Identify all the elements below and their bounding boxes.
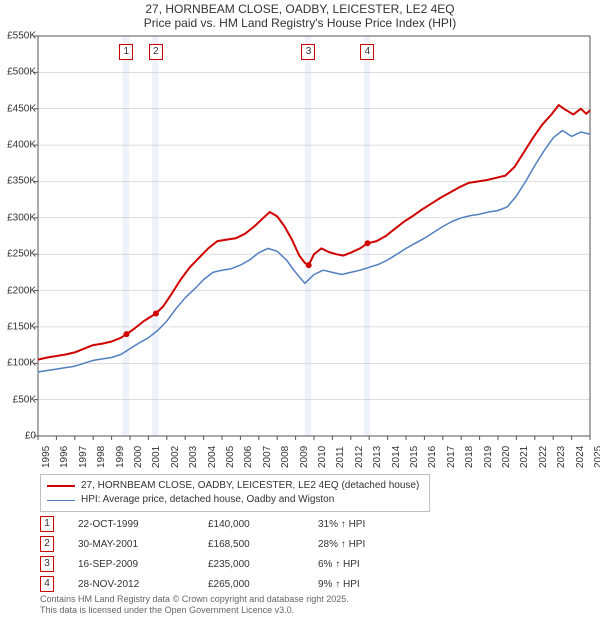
x-tick-label: 2010 — [317, 446, 328, 468]
sales-delta-2: 28% ↑ HPI — [318, 539, 438, 550]
y-tick-label: £500K — [0, 67, 36, 78]
footer-line1: Contains HM Land Registry data © Crown c… — [40, 594, 349, 605]
y-tick-label: £0 — [0, 431, 36, 442]
x-tick-label: 2020 — [501, 446, 512, 468]
legend-label-hpi: HPI: Average price, detached house, Oadb… — [81, 493, 334, 507]
sales-marker-2: 2 — [40, 536, 54, 552]
x-tick-label: 2011 — [335, 446, 346, 468]
x-tick-label: 2018 — [464, 446, 475, 468]
sale-marker-4: 4 — [360, 44, 374, 60]
x-tick-label: 1995 — [41, 446, 52, 468]
chart-title-line2: Price paid vs. HM Land Registry's House … — [0, 16, 600, 30]
x-tick-label: 2007 — [262, 446, 273, 468]
footer-line2: This data is licensed under the Open Gov… — [40, 605, 349, 616]
x-tick-label: 2015 — [409, 446, 420, 468]
x-tick-label: 2016 — [427, 446, 438, 468]
footer: Contains HM Land Registry data © Crown c… — [40, 594, 349, 616]
sales-date-1: 22-OCT-1999 — [78, 519, 208, 530]
chart-title-line1: 27, HORNBEAM CLOSE, OADBY, LEICESTER, LE… — [0, 2, 600, 16]
x-tick-label: 2024 — [575, 446, 586, 468]
sales-date-4: 28-NOV-2012 — [78, 579, 208, 590]
sales-marker-1: 1 — [40, 516, 54, 532]
x-tick-label: 2001 — [151, 446, 162, 468]
y-tick-label: £150K — [0, 321, 36, 332]
x-tick-label: 2004 — [207, 446, 218, 468]
sales-marker-3: 3 — [40, 556, 54, 572]
chart-plot-area — [38, 36, 590, 436]
x-tick-label: 2008 — [280, 446, 291, 468]
sales-marker-4: 4 — [40, 576, 54, 592]
sale-marker-1: 1 — [119, 44, 133, 60]
x-tick-label: 2025 — [593, 446, 600, 468]
sale-marker-3: 3 — [301, 44, 315, 60]
sales-row-2: 2 30-MAY-2001 £168,500 28% ↑ HPI — [40, 534, 438, 554]
sales-price-4: £265,000 — [208, 579, 318, 590]
x-tick-label: 2019 — [483, 446, 494, 468]
x-tick-label: 2012 — [354, 446, 365, 468]
x-tick-label: 2006 — [243, 446, 254, 468]
y-tick-label: £250K — [0, 249, 36, 260]
x-tick-label: 1998 — [96, 446, 107, 468]
sales-row-1: 1 22-OCT-1999 £140,000 31% ↑ HPI — [40, 514, 438, 534]
x-tick-label: 1999 — [115, 446, 126, 468]
x-tick-label: 2021 — [519, 446, 530, 468]
x-tick-label: 2017 — [446, 446, 457, 468]
y-tick-label: £50K — [0, 394, 36, 405]
legend-box: 27, HORNBEAM CLOSE, OADBY, LEICESTER, LE… — [40, 474, 430, 512]
chart-svg — [38, 36, 590, 436]
x-tick-label: 2005 — [225, 446, 236, 468]
x-tick-label: 2022 — [538, 446, 549, 468]
sales-row-4: 4 28-NOV-2012 £265,000 9% ↑ HPI — [40, 574, 438, 594]
sales-date-2: 30-MAY-2001 — [78, 539, 208, 550]
sale-marker-2: 2 — [149, 44, 163, 60]
sales-row-3: 3 16-SEP-2009 £235,000 6% ↑ HPI — [40, 554, 438, 574]
sales-price-3: £235,000 — [208, 559, 318, 570]
sales-price-1: £140,000 — [208, 519, 318, 530]
x-tick-label: 2009 — [299, 446, 310, 468]
legend-swatch-hpi — [47, 500, 75, 501]
y-tick-label: £350K — [0, 176, 36, 187]
y-tick-label: £200K — [0, 285, 36, 296]
x-tick-label: 2023 — [556, 446, 567, 468]
legend-item-price-paid: 27, HORNBEAM CLOSE, OADBY, LEICESTER, LE… — [47, 479, 423, 493]
y-tick-label: £550K — [0, 31, 36, 42]
x-tick-label: 2013 — [372, 446, 383, 468]
sales-date-3: 16-SEP-2009 — [78, 559, 208, 570]
x-tick-label: 2002 — [170, 446, 181, 468]
figure: 27, HORNBEAM CLOSE, OADBY, LEICESTER, LE… — [0, 0, 600, 620]
x-tick-label: 1996 — [59, 446, 70, 468]
sales-price-2: £168,500 — [208, 539, 318, 550]
x-tick-label: 1997 — [78, 446, 89, 468]
legend-swatch-price-paid — [47, 485, 75, 487]
x-tick-label: 2003 — [188, 446, 199, 468]
sales-delta-4: 9% ↑ HPI — [318, 579, 438, 590]
sales-delta-3: 6% ↑ HPI — [318, 559, 438, 570]
y-tick-label: £400K — [0, 140, 36, 151]
y-tick-label: £300K — [0, 212, 36, 223]
y-tick-label: £100K — [0, 358, 36, 369]
y-tick-label: £450K — [0, 103, 36, 114]
legend-label-price-paid: 27, HORNBEAM CLOSE, OADBY, LEICESTER, LE… — [81, 479, 419, 493]
x-tick-label: 2000 — [133, 446, 144, 468]
sales-delta-1: 31% ↑ HPI — [318, 519, 438, 530]
x-tick-label: 2014 — [391, 446, 402, 468]
sales-table: 1 22-OCT-1999 £140,000 31% ↑ HPI 2 30-MA… — [40, 514, 438, 594]
legend-item-hpi: HPI: Average price, detached house, Oadb… — [47, 493, 423, 507]
